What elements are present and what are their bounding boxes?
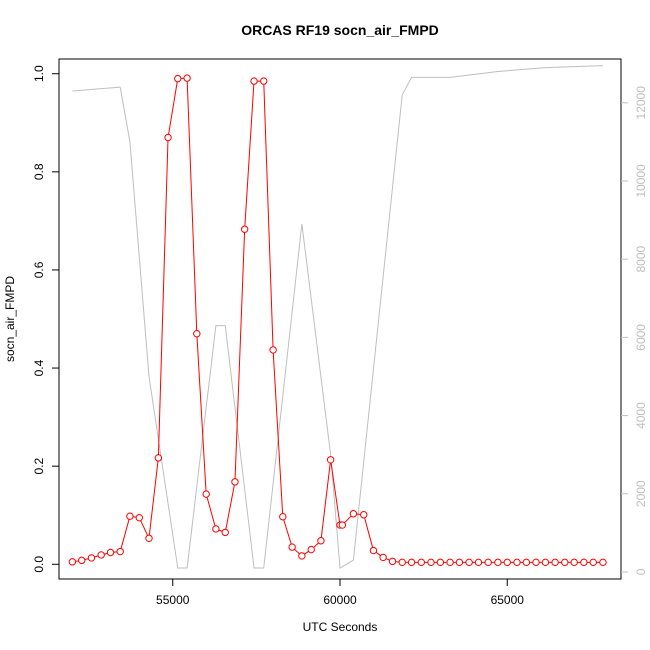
- data-point: [455, 558, 464, 567]
- data-point: [279, 513, 287, 521]
- data-point: [551, 558, 559, 567]
- data-point: [446, 558, 454, 567]
- data-point: [326, 456, 335, 464]
- data-point: [360, 511, 368, 519]
- data-point: [78, 556, 86, 565]
- y-axis-label: socn_air_FMPD: [3, 276, 17, 362]
- y2-tick-label: 8000: [634, 246, 648, 273]
- data-point: [417, 558, 425, 567]
- data-point: [68, 558, 77, 566]
- y2-tick-label: 6000: [634, 324, 648, 351]
- data-point: [260, 77, 268, 85]
- y-tick-label: 0.0: [32, 556, 46, 573]
- data-point: [221, 528, 229, 537]
- data-point: [465, 558, 473, 567]
- x-axis: 55000 60000 65000: [156, 579, 524, 607]
- data-point: [183, 74, 191, 82]
- data-point: [379, 553, 387, 562]
- data-point: [338, 521, 347, 529]
- data-point: [580, 558, 588, 567]
- x-tick-label: 65000: [491, 593, 525, 607]
- data-point: [349, 510, 358, 518]
- secondary-series-line: [72, 65, 603, 569]
- x-tick-label: 60000: [323, 593, 357, 607]
- x-tick-label: 55000: [156, 593, 190, 607]
- data-point: [288, 543, 296, 551]
- data-point: [388, 557, 397, 566]
- y2-tick-label: 0: [634, 568, 648, 575]
- data-point: [570, 558, 578, 567]
- y-axis: 0.0 0.2 0.4 0.6 0.8 1.0: [32, 65, 59, 573]
- data-point: [474, 558, 483, 567]
- y-tick-label: 0.2: [32, 458, 46, 475]
- data-point: [116, 547, 124, 556]
- data-point: [427, 558, 435, 567]
- data-point: [193, 330, 201, 338]
- plot-frame: [58, 58, 622, 580]
- data-point: [398, 558, 406, 567]
- data-point: [231, 478, 239, 486]
- y2-tick-label: 12000: [634, 86, 648, 120]
- data-point: [212, 525, 220, 533]
- y2-tick-label: 4000: [634, 402, 648, 429]
- y2-axis: 0 2000 4000 6000 8000 10000 12000: [621, 86, 648, 575]
- data-point: [135, 513, 143, 522]
- y-tick-label: 1.0: [32, 65, 46, 82]
- data-point: [106, 548, 115, 557]
- data-point: [532, 558, 540, 567]
- data-point: [174, 74, 182, 83]
- data-point: [541, 558, 550, 567]
- data-point: [164, 133, 172, 142]
- y-tick-label: 0.6: [32, 261, 46, 278]
- y2-tick-label: 10000: [634, 164, 648, 198]
- x-axis-label: UTC Seconds: [303, 620, 378, 634]
- data-point: [250, 77, 258, 85]
- data-point: [87, 554, 96, 562]
- data-point: [202, 490, 210, 498]
- data-point: [240, 225, 249, 233]
- y-tick-label: 0.4: [32, 359, 46, 376]
- data-point: [154, 454, 163, 462]
- data-point: [298, 552, 306, 560]
- data-point: [269, 346, 277, 354]
- data-point: [145, 534, 153, 542]
- data-point: [599, 558, 607, 567]
- y2-tick-label: 2000: [634, 480, 648, 507]
- primary-series-line: [72, 77, 603, 563]
- data-point: [317, 537, 325, 545]
- data-point: [589, 558, 597, 567]
- series-layer: [68, 65, 607, 569]
- data-point: [407, 558, 416, 567]
- data-point: [436, 558, 445, 567]
- data-point: [484, 558, 492, 567]
- data-point: [307, 545, 315, 554]
- data-point: [494, 558, 502, 567]
- data-point: [503, 558, 511, 567]
- data-point: [97, 551, 105, 559]
- data-point: [369, 546, 378, 555]
- y-tick-label: 0.8: [32, 163, 46, 180]
- data-point: [126, 512, 134, 520]
- chart-title: ORCAS RF19 socn_air_FMPD: [241, 22, 439, 38]
- data-point: [522, 558, 531, 567]
- data-point: [561, 558, 569, 567]
- data-point: [513, 558, 521, 567]
